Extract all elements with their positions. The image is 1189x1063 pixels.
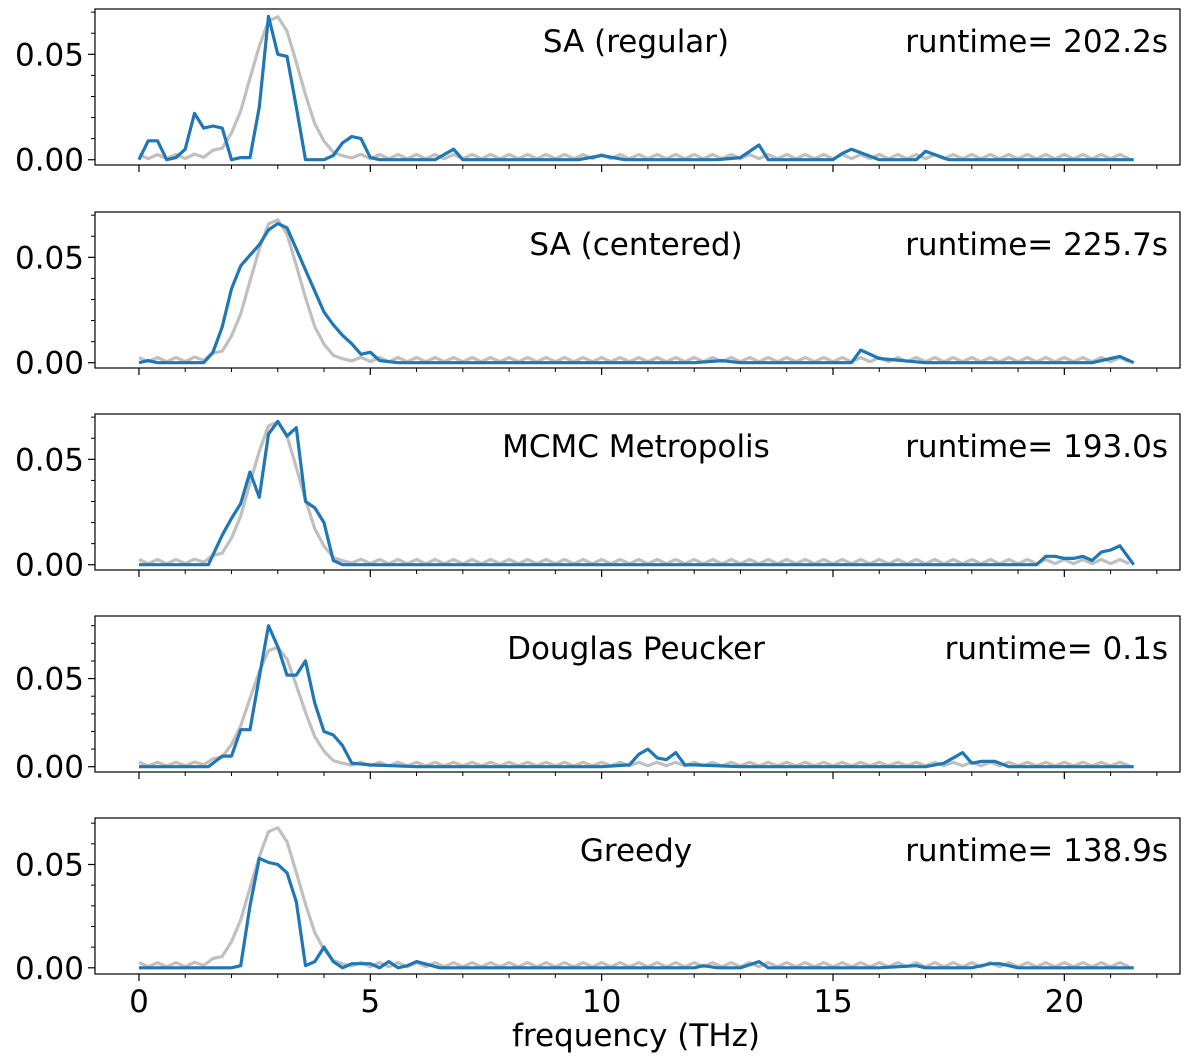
x-tick-label: 15 (813, 984, 852, 1020)
x-axis-label: frequency (THz) (512, 1018, 760, 1054)
reference-line (138, 15, 1130, 161)
method-label: SA (regular) (543, 24, 729, 60)
panel-frame (94, 413, 1181, 571)
reference-line (138, 826, 1130, 969)
x-tick-label: 20 (1045, 984, 1084, 1020)
y-tick-label: 0.05 (15, 442, 84, 478)
x-tick-label: 0 (129, 984, 149, 1020)
y-tick-label: 0.05 (15, 847, 84, 883)
runtime-label: runtime= 193.0s (905, 429, 1168, 465)
panel-4: 0.00 0.05 Douglas Peucker runtime= 0.1s (15, 615, 1181, 786)
panel-frame (94, 211, 1181, 369)
panels-group: 0.000.05 SA (regular) runtime= 202.2s0.000… (15, 8, 1181, 987)
panel-1: 0.00 0.05 SA (regular) runtime= 202.2s (15, 8, 1181, 179)
reference-line (138, 645, 1130, 768)
runtime-label: runtime= 0.1s (945, 631, 1168, 667)
method-label: MCMC Metropolis (502, 429, 770, 465)
x-tick-label: 5 (360, 984, 380, 1020)
y-tick-label: 0.05 (15, 240, 84, 276)
approximation-line (139, 624, 1134, 769)
panel-3: 0.00 0.05 MCMC Metropolis runtime= 193.0s (15, 413, 1181, 584)
approximation-line (138, 222, 1135, 365)
panel-frame (94, 8, 1181, 166)
runtime-label: runtime= 202.2s (905, 24, 1168, 60)
y-tick-label: 0.00 (15, 548, 84, 584)
panel-frame (94, 817, 1181, 975)
x-tick-label: 10 (582, 984, 621, 1020)
method-label: SA (centered) (529, 227, 742, 263)
approximation-line (137, 14, 1134, 162)
method-label: Greedy (580, 833, 692, 869)
panel-frame (94, 615, 1181, 773)
panel-2: 0.00 0.05 SA (centered) runtime= 225.7s (15, 211, 1181, 382)
approximation-line (139, 856, 1134, 970)
runtime-label: runtime= 225.7s (905, 227, 1168, 263)
reference-line (138, 218, 1130, 364)
y-tick-label: 0.00 (15, 346, 84, 382)
y-tick-label: 0.00 (15, 750, 84, 786)
method-label: Douglas Peucker (507, 631, 765, 667)
panel-5: 0.00 0.05 Greedy runtime= 138.9s (15, 817, 1181, 987)
approximation-line (139, 419, 1135, 567)
runtime-label: runtime= 138.9s (905, 833, 1168, 869)
y-tick-label: 0.05 (15, 37, 84, 73)
y-tick-label: 0.00 (15, 143, 84, 179)
shared-x-axis: 0 5 10 15 20 (129, 984, 1084, 1020)
y-tick-label: 0.00 (15, 951, 84, 987)
y-tick-label: 0.05 (15, 662, 84, 698)
